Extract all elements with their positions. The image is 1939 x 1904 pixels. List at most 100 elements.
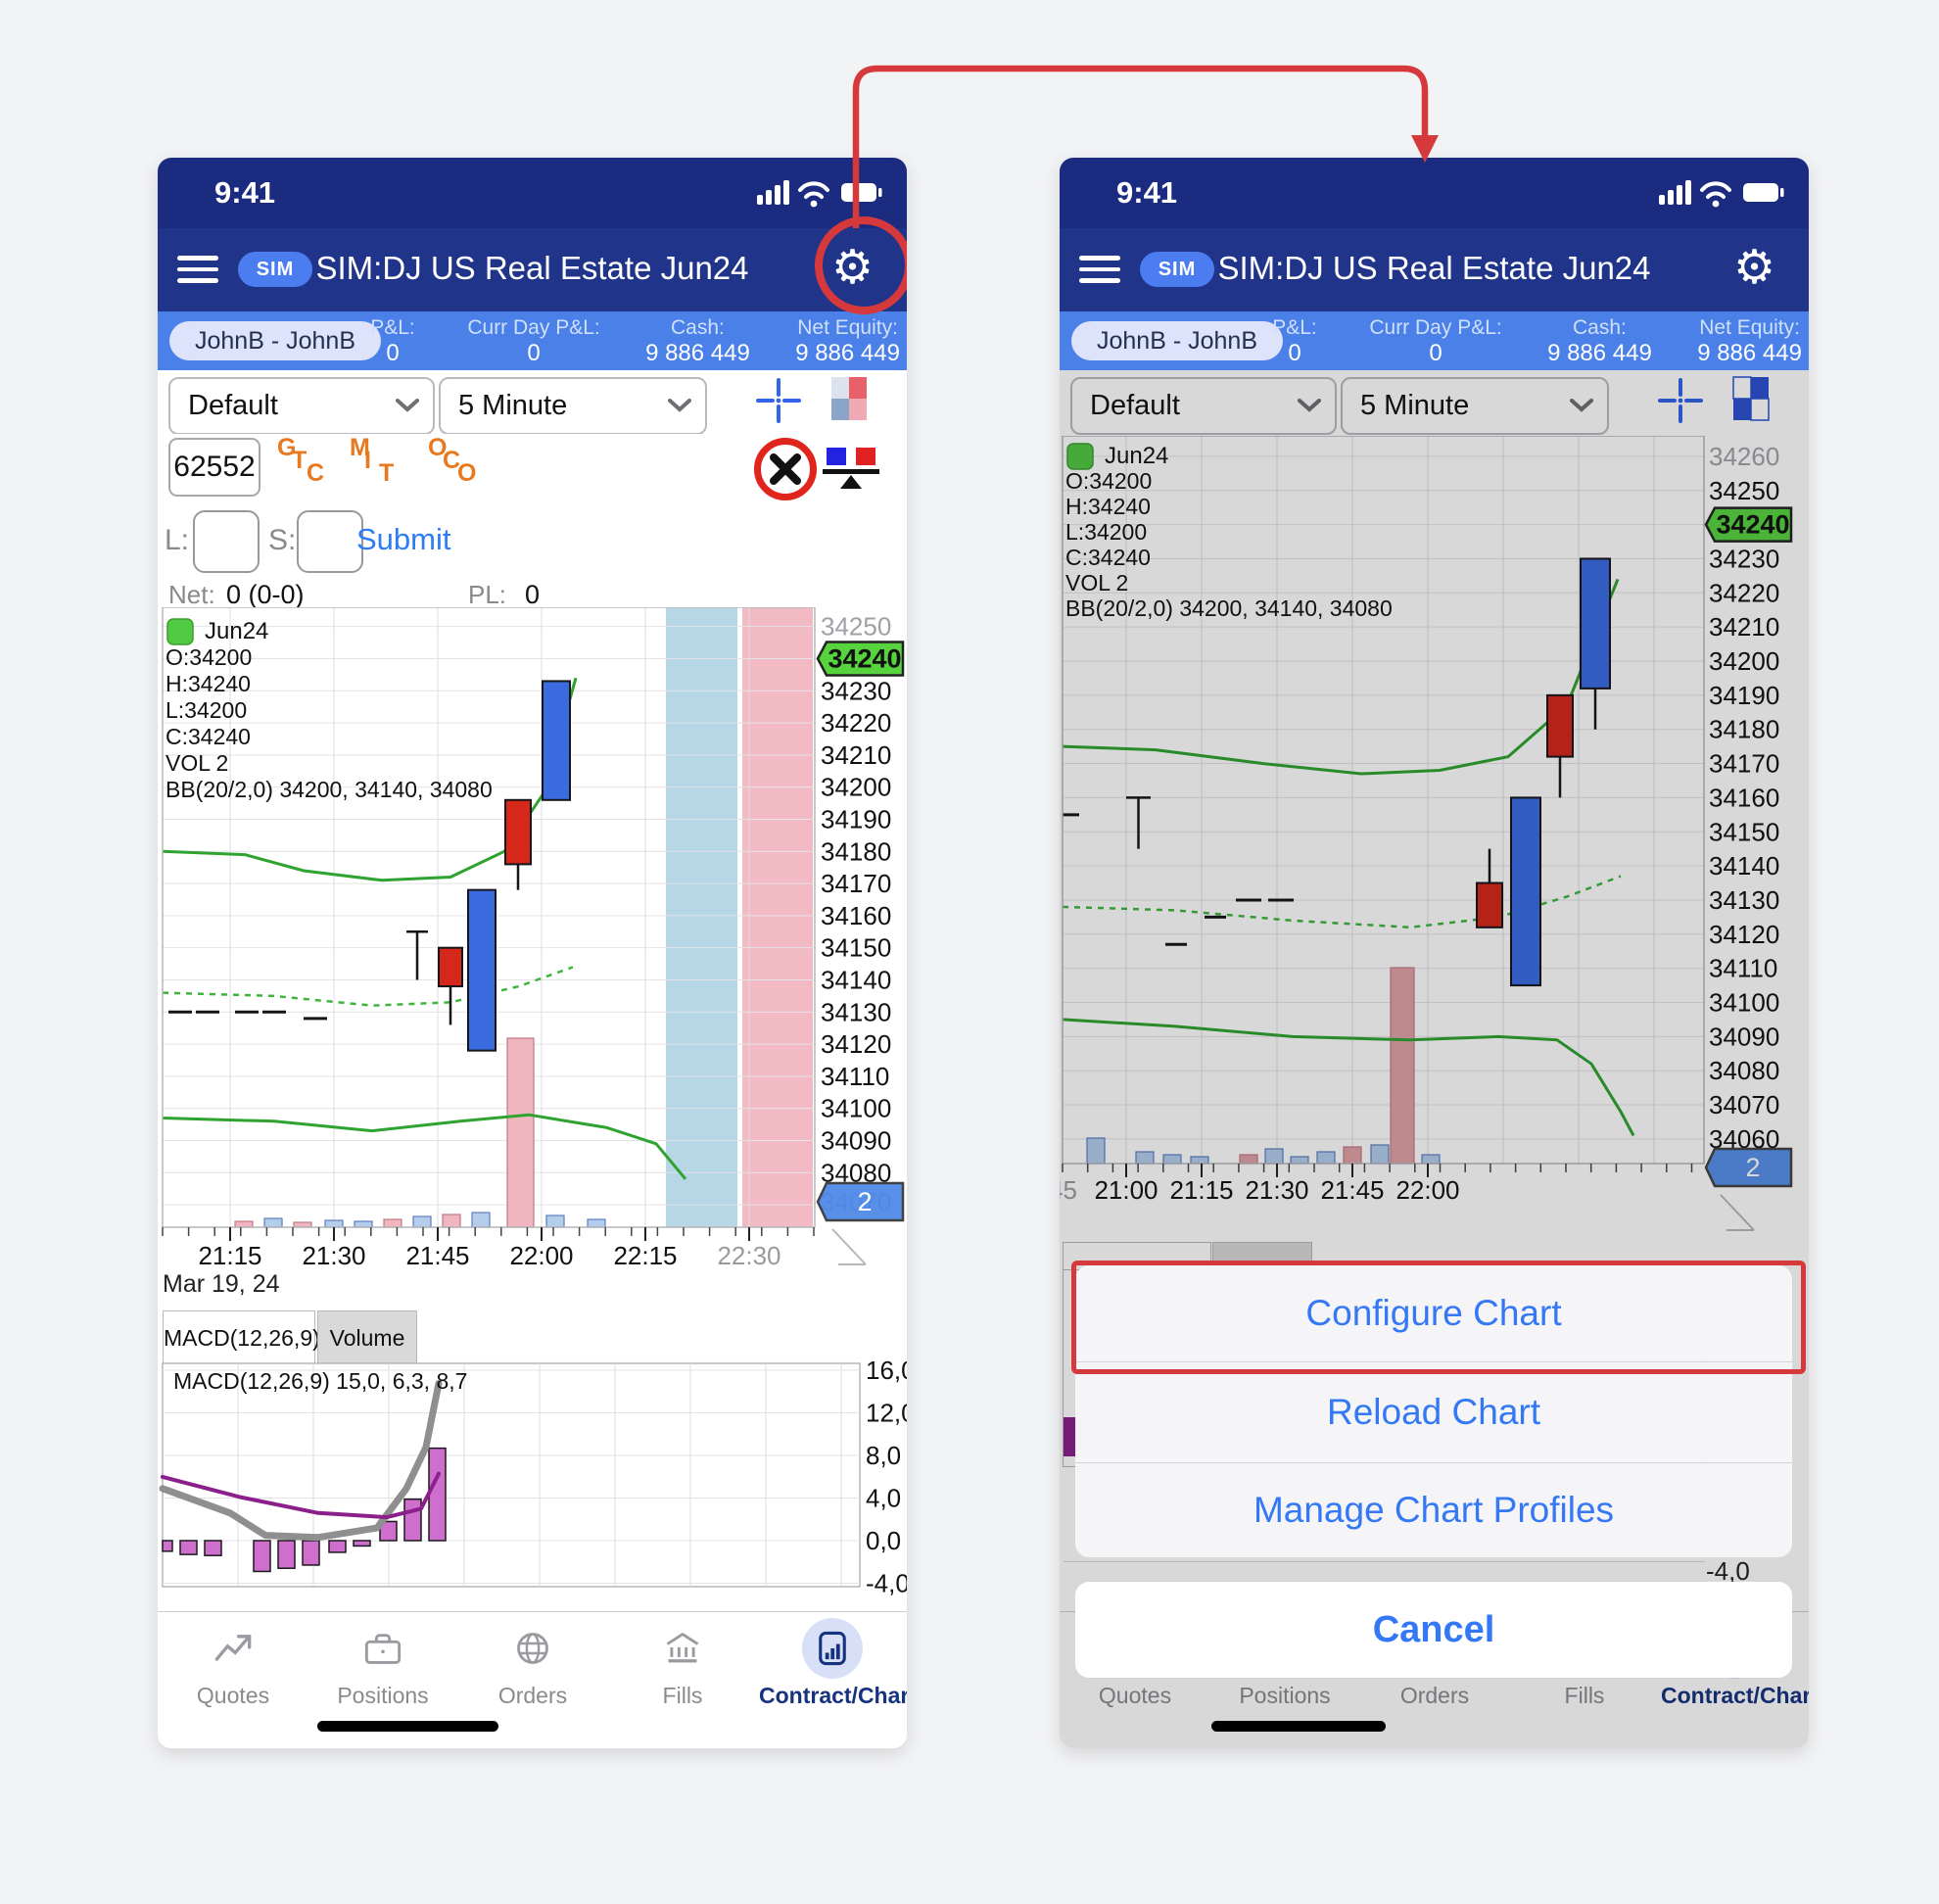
svg-text:34210: 34210 (1709, 612, 1779, 642)
svg-text:2: 2 (857, 1187, 872, 1216)
svg-text:34130: 34130 (821, 997, 891, 1026)
macd-panel: MACD(12,26,9) Volume 16,0 12,0 8,0 4,0 0,0 -4… (158, 1310, 907, 1596)
curr-day-pl-field: Curr Day P&L: 0 (467, 316, 600, 366)
svg-text:12,0: 12,0 (866, 1399, 907, 1428)
svg-text:L:34200: L:34200 (1065, 519, 1147, 545)
svg-text:34110: 34110 (1709, 954, 1777, 983)
account-bar: JohnB - JohnB P&L: 0 Curr Day P&L: 0 Cash:… (158, 311, 907, 370)
status-time: 9:41 (214, 175, 276, 210)
tabbar-item-fills[interactable]: Fills (609, 1618, 756, 1709)
svg-text:8,0: 8,0 (866, 1441, 901, 1470)
tab-bar: Quotes Positions Orders Fills Contract/Chart (158, 1611, 907, 1748)
menu-icon[interactable] (177, 256, 218, 285)
tab-macd[interactable]: MACD(12,26,9) (163, 1310, 320, 1365)
battery-icon (1743, 183, 1784, 202)
home-indicator[interactable] (317, 1721, 498, 1732)
net-equity-field: Net Equity: 9 886 449 (1697, 316, 1802, 366)
svg-text:34120: 34120 (821, 1029, 891, 1059)
gear-icon[interactable]: ⚙ (1733, 242, 1776, 294)
svg-text:34170: 34170 (1709, 749, 1779, 779)
svg-text:34220: 34220 (1709, 578, 1779, 607)
limit-input[interactable] (193, 510, 260, 573)
interval-dropdown[interactable]: 5 Minute (1341, 377, 1609, 435)
account-selector[interactable]: JohnB - JohnB (1071, 321, 1283, 360)
svg-text:34230: 34230 (821, 676, 891, 705)
submit-button[interactable]: Submit (356, 522, 451, 556)
chevron-down-icon (1570, 399, 1593, 412)
tab-volume[interactable]: Volume (317, 1310, 417, 1365)
svg-text:L:34200: L:34200 (166, 697, 247, 723)
svg-text:21:45: 21:45 (1320, 1175, 1384, 1205)
svg-text:21:30: 21:30 (302, 1241, 365, 1270)
cancel-orders-icon[interactable] (754, 438, 817, 500)
tabbar-item-quotes[interactable]: Quotes (1062, 1618, 1208, 1709)
interval-dropdown[interactable]: 5 Minute (439, 377, 707, 435)
svg-text:16,0: 16,0 (866, 1356, 907, 1385)
svg-text:22:00: 22:00 (1395, 1175, 1459, 1205)
last-price-tag (816, 641, 905, 677)
profile-dropdown[interactable]: Default (1070, 377, 1337, 435)
stop-label: S: (268, 524, 297, 556)
profile-dropdown[interactable]: Default (168, 377, 435, 435)
account-selector[interactable]: JohnB - JohnB (169, 321, 381, 360)
action-sheet: Configure Chart Reload Chart Manage Char… (1075, 1265, 1792, 1557)
wifi-icon (1700, 181, 1731, 199)
sheet-option-configure-chart[interactable]: Configure Chart (1075, 1265, 1792, 1362)
balance-icon[interactable] (823, 440, 879, 491)
home-indicator[interactable] (1211, 1721, 1386, 1732)
annotation-arrow (852, 65, 1439, 228)
svg-text:34070: 34070 (1709, 1090, 1779, 1119)
candle-colors-icon[interactable] (1732, 376, 1770, 421)
limit-label: L: (165, 524, 190, 556)
tabbar-item-orders[interactable]: Orders (459, 1618, 606, 1709)
svg-text:MACD(12,26,9) 15,0, 6,3, 8,7: MACD(12,26,9) 15,0, 6,3, 8,7 (173, 1368, 467, 1394)
price-chart[interactable]: Jun24 O:34200 H:34240 L:34200 C:34240 VOL 2 BB… (1060, 435, 1809, 1273)
crosshair-icon[interactable] (1658, 378, 1703, 423)
tabbar-item-positions[interactable]: Positions (309, 1618, 456, 1709)
sim-badge: SIM (1140, 252, 1214, 287)
sheet-cancel-button[interactable]: Cancel (1075, 1582, 1792, 1678)
svg-text:34100: 34100 (1709, 988, 1779, 1018)
wifi-dot (810, 200, 818, 208)
svg-text:34090: 34090 (821, 1125, 891, 1155)
svg-text:Mar 19, 24: Mar 19, 24 (163, 1270, 280, 1298)
svg-text:21:15: 21:15 (1169, 1175, 1233, 1205)
svg-text:34210: 34210 (821, 740, 891, 770)
net-position-row: Net: 0 (0-0) PL: 0 (158, 580, 907, 609)
svg-text:4,0: 4,0 (866, 1484, 901, 1513)
sheet-option-manage-chart-profiles[interactable]: Manage Chart Profiles (1075, 1463, 1792, 1557)
candle-colors-icon[interactable] (830, 376, 868, 421)
svg-text:20:45: 20:45 (1060, 1175, 1077, 1205)
phone-right: 9:41 SIM SIM:DJ US Real Estate Jun24 (1060, 158, 1809, 1748)
account-bar: JohnB - JohnB P&L: 0 Curr Day P&L: 0 Cash:… (1060, 311, 1809, 370)
chevron-down-icon (668, 399, 691, 412)
svg-text:34180: 34180 (1709, 715, 1779, 744)
svg-text:21:30: 21:30 (1245, 1175, 1308, 1205)
svg-text:O:34200: O:34200 (166, 644, 252, 670)
price-chart[interactable]: Jun24 O:34200 H:34240 L:34200 C:34240 VOL 2 BB… (158, 606, 907, 1305)
stop-input[interactable] (297, 510, 363, 573)
menu-icon[interactable] (1079, 256, 1120, 285)
svg-text:34140: 34140 (821, 965, 891, 994)
svg-text:H:34240: H:34240 (166, 671, 251, 696)
svg-text:34090: 34090 (1709, 1022, 1779, 1051)
sheet-option-reload-chart[interactable]: Reload Chart (1075, 1362, 1792, 1463)
page-title: SIM:DJ US Real Estate Jun24 (1217, 250, 1651, 286)
sim-badge: SIM (238, 252, 312, 287)
crosshair-icon[interactable] (756, 378, 801, 423)
tabbar-item-contract-chart[interactable]: Contract/Chart (759, 1618, 907, 1709)
tabbar-item-quotes[interactable]: Quotes (160, 1618, 307, 1709)
svg-text:-4,0: -4,0 (866, 1569, 907, 1597)
quantity-input[interactable]: 62552 (168, 438, 260, 497)
svg-text:34200: 34200 (1709, 646, 1779, 676)
pl-field: P&L: 0 (370, 316, 415, 366)
wifi-dot (1712, 200, 1720, 208)
svg-text:0,0: 0,0 (866, 1526, 901, 1555)
svg-text:22:00: 22:00 (509, 1241, 573, 1270)
